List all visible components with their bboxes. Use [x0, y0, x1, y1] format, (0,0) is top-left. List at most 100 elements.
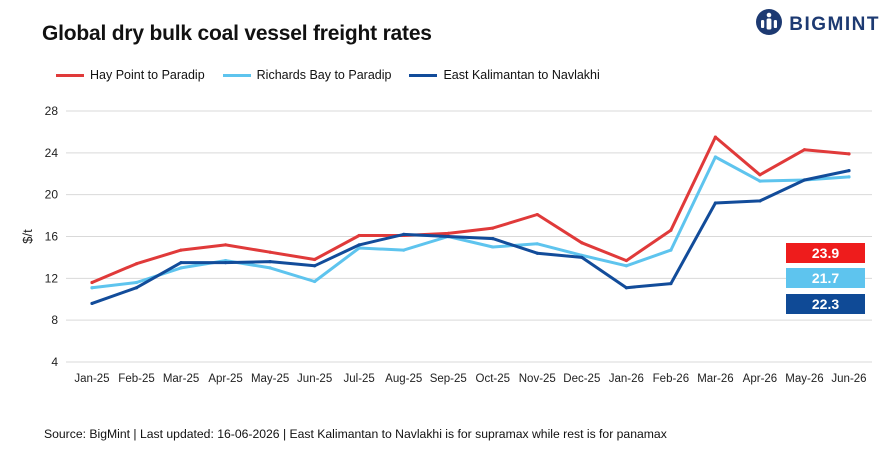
x-tick-label: Jul-25 [344, 373, 375, 385]
data-point [669, 228, 673, 232]
data-point [713, 135, 718, 139]
data-point [580, 255, 584, 260]
y-axis-label: $/t [20, 229, 35, 244]
data-point [223, 261, 228, 265]
data-point [313, 264, 317, 268]
x-tick-label: Feb-26 [653, 373, 689, 385]
data-point [134, 280, 139, 285]
data-point [134, 262, 139, 266]
data-point [802, 148, 807, 152]
x-tick-label: Aug-25 [385, 373, 422, 385]
end-value-box [786, 243, 865, 263]
data-point [624, 258, 628, 263]
data-point [357, 243, 361, 247]
series-line-0 [90, 135, 851, 284]
data-point [446, 231, 450, 235]
data-point [179, 248, 183, 252]
x-tick-label: Mar-26 [697, 373, 733, 385]
data-point [713, 201, 718, 205]
data-point [179, 266, 183, 270]
x-tick-label: Jan-26 [609, 373, 644, 385]
x-tick-label: Jan-25 [74, 373, 109, 385]
data-point [847, 175, 851, 179]
legend-swatch [56, 73, 84, 77]
y-tick-label: 12 [45, 271, 59, 285]
data-point [134, 286, 139, 290]
series-line-1 [90, 155, 851, 290]
legend-label: East Kalimantan to Navlakhi [443, 68, 600, 82]
data-point [90, 301, 94, 306]
y-tick-label: 16 [45, 230, 59, 244]
end-value-box [786, 268, 865, 288]
data-point [669, 248, 673, 252]
end-value-label: 23.9 [812, 245, 839, 261]
data-point [535, 212, 539, 217]
data-point [535, 242, 539, 246]
data-point [179, 261, 183, 265]
x-tick-label: May-25 [251, 373, 289, 385]
end-value-box [786, 294, 865, 314]
data-point [847, 152, 851, 156]
x-tick-label: Jun-25 [297, 373, 332, 385]
legend-swatch [409, 73, 438, 77]
data-point [713, 155, 718, 159]
data-point [402, 248, 406, 252]
data-point [802, 178, 807, 182]
data-point [758, 199, 762, 203]
chart-title: Global dry bulk coal vessel freight rate… [42, 22, 432, 45]
legend-label: Hay Point to Paradip [90, 68, 205, 82]
legend-item-hay-point: Hay Point to Paradip [56, 68, 205, 82]
x-tick-label: Jun-26 [831, 373, 866, 385]
data-point [90, 286, 94, 290]
data-point [357, 246, 361, 250]
legend-swatch [222, 73, 251, 77]
data-point [847, 169, 851, 173]
x-tick-label: Dec-25 [563, 373, 600, 385]
data-point [758, 179, 762, 183]
x-tick-label: Oct-25 [476, 373, 511, 385]
data-point [357, 233, 361, 238]
data-point [535, 251, 539, 255]
data-point [624, 286, 628, 290]
x-tick-label: Mar-25 [163, 373, 199, 385]
series-line-2 [90, 169, 851, 305]
line-chart: 4 8 12 16 20 24 28 $/t Jan-25 Feb-25 Mar-25 Apr-25 M… [20, 104, 872, 385]
y-tick-label: 8 [51, 313, 58, 327]
bigmint-logo-icon [755, 8, 783, 41]
y-tick-label: 20 [45, 188, 59, 202]
data-point [491, 245, 495, 249]
data-point [90, 280, 94, 285]
data-point [446, 234, 450, 239]
x-tick-label: Feb-25 [118, 373, 154, 385]
data-point [669, 281, 673, 286]
data-point [758, 173, 762, 177]
data-point [268, 260, 272, 264]
x-tick-label: Apr-26 [743, 373, 778, 385]
brand-logo: BIGMINT [755, 8, 880, 41]
data-point [491, 226, 495, 230]
data-point [580, 241, 584, 245]
data-point [624, 264, 628, 268]
legend-label: Richards Bay to Paradip [256, 68, 392, 82]
data-point [223, 243, 228, 247]
legend-item-richards-bay: Richards Bay to Paradip [222, 68, 392, 82]
end-value-label: 21.7 [812, 270, 839, 286]
y-tick-label: 28 [45, 104, 59, 118]
data-point [268, 250, 272, 254]
x-tick-label: Apr-25 [208, 373, 243, 385]
data-point [313, 257, 317, 262]
data-point [491, 236, 495, 241]
y-tick-label: 24 [45, 146, 59, 160]
end-value-label: 22.3 [812, 296, 839, 312]
x-tick-label: May-26 [785, 373, 823, 385]
x-tick-label: Nov-25 [519, 373, 556, 385]
data-point [402, 232, 406, 237]
y-tick-label: 4 [51, 355, 58, 369]
legend-item-east-kalimantan: East Kalimantan to Navlakhi [409, 68, 600, 82]
x-tick-label: Sep-25 [430, 373, 467, 385]
brand-name: BIGMINT [789, 13, 880, 35]
data-point [313, 279, 317, 284]
chart-legend: Hay Point to Paradip Richards Bay to Par… [56, 68, 618, 82]
data-point [268, 266, 272, 270]
source-note: Source: BigMint | Last updated: 16-06-20… [44, 427, 667, 441]
